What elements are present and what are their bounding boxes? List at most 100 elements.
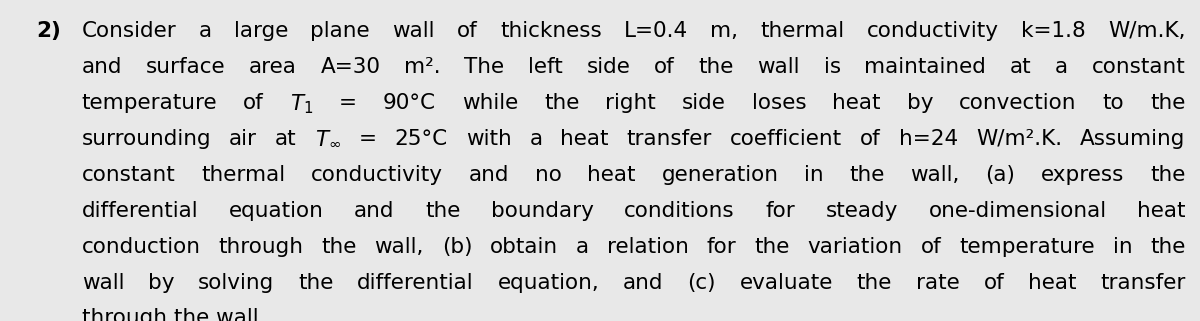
- Text: thermal: thermal: [761, 21, 845, 41]
- Text: of: of: [244, 93, 264, 113]
- Text: a: a: [529, 129, 542, 149]
- Text: the: the: [1151, 165, 1186, 185]
- Text: surrounding: surrounding: [82, 129, 211, 149]
- Text: for: for: [766, 201, 796, 221]
- Text: 25°C: 25°C: [395, 129, 448, 149]
- Text: 90°C: 90°C: [383, 93, 436, 113]
- Text: surface: surface: [145, 57, 226, 77]
- Text: plane: plane: [311, 21, 370, 41]
- Text: a: a: [1055, 57, 1068, 77]
- Text: and: and: [623, 273, 664, 292]
- Text: equation,: equation,: [498, 273, 599, 292]
- Text: heat: heat: [560, 129, 608, 149]
- Text: the: the: [857, 273, 892, 292]
- Text: and: and: [354, 201, 395, 221]
- Text: coefficient: coefficient: [730, 129, 842, 149]
- Text: wall,: wall,: [911, 165, 960, 185]
- Text: constant: constant: [1092, 57, 1186, 77]
- Text: for: for: [707, 237, 737, 256]
- Text: through: through: [218, 237, 304, 256]
- Text: in: in: [1112, 237, 1133, 256]
- Text: differential: differential: [358, 273, 474, 292]
- Text: generation: generation: [661, 165, 779, 185]
- Text: of: of: [860, 129, 881, 149]
- Text: at: at: [1010, 57, 1032, 77]
- Text: differential: differential: [82, 201, 198, 221]
- Text: m².: m².: [404, 57, 440, 77]
- Text: and: and: [82, 57, 122, 77]
- Text: area: area: [248, 57, 296, 77]
- Text: of: of: [920, 237, 942, 256]
- Text: by: by: [907, 93, 934, 113]
- Text: side: side: [682, 93, 726, 113]
- Text: steady: steady: [826, 201, 898, 221]
- Text: h=24: h=24: [899, 129, 959, 149]
- Text: the: the: [1151, 93, 1186, 113]
- Text: of: of: [984, 273, 1004, 292]
- Text: thickness: thickness: [500, 21, 601, 41]
- Text: one-dimensional: one-dimensional: [929, 201, 1106, 221]
- Text: W/m².K.: W/m².K.: [976, 129, 1062, 149]
- Text: loses: loses: [752, 93, 806, 113]
- Text: of: of: [457, 21, 478, 41]
- Text: relation: relation: [607, 237, 689, 256]
- Text: the: the: [298, 273, 334, 292]
- Text: conditions: conditions: [624, 201, 734, 221]
- Text: variation: variation: [808, 237, 902, 256]
- Text: conduction: conduction: [82, 237, 200, 256]
- Text: the: the: [850, 165, 884, 185]
- Text: equation: equation: [229, 201, 324, 221]
- Text: wall: wall: [757, 57, 800, 77]
- Text: temperature: temperature: [959, 237, 1094, 256]
- Text: temperature: temperature: [82, 93, 217, 113]
- Text: the: the: [698, 57, 733, 77]
- Text: rate: rate: [916, 273, 960, 292]
- Text: (a): (a): [985, 165, 1015, 185]
- Text: at: at: [275, 129, 296, 149]
- Text: wall: wall: [392, 21, 434, 41]
- Text: is: is: [823, 57, 841, 77]
- Text: solving: solving: [198, 273, 275, 292]
- Text: to: to: [1103, 93, 1124, 113]
- Text: the: the: [425, 201, 461, 221]
- Text: a: a: [576, 237, 589, 256]
- Text: heat: heat: [1028, 273, 1076, 292]
- Text: side: side: [587, 57, 630, 77]
- Text: =: =: [340, 93, 358, 113]
- Text: wall: wall: [82, 273, 124, 292]
- Text: Assuming: Assuming: [1080, 129, 1186, 149]
- Text: W/m.K,: W/m.K,: [1108, 21, 1186, 41]
- Text: with: with: [466, 129, 511, 149]
- Text: heat: heat: [833, 93, 881, 113]
- Text: =: =: [359, 129, 377, 149]
- Text: left: left: [528, 57, 563, 77]
- Text: heat: heat: [587, 165, 636, 185]
- Text: the: the: [1151, 237, 1186, 256]
- Text: conductivity: conductivity: [311, 165, 443, 185]
- Text: by: by: [148, 273, 174, 292]
- Text: L=0.4: L=0.4: [624, 21, 688, 41]
- Text: (c): (c): [688, 273, 716, 292]
- Text: constant: constant: [82, 165, 175, 185]
- Text: thermal: thermal: [202, 165, 286, 185]
- Text: obtain: obtain: [490, 237, 558, 256]
- Text: large: large: [234, 21, 288, 41]
- Text: maintained: maintained: [864, 57, 986, 77]
- Text: boundary: boundary: [491, 201, 594, 221]
- Text: in: in: [804, 165, 823, 185]
- Text: convection: convection: [959, 93, 1076, 113]
- Text: transfer: transfer: [626, 129, 713, 149]
- Text: air: air: [229, 129, 257, 149]
- Text: k=1.8: k=1.8: [1021, 21, 1086, 41]
- Text: of: of: [654, 57, 674, 77]
- Text: (b): (b): [442, 237, 473, 256]
- Text: the: the: [544, 93, 580, 113]
- Text: transfer: transfer: [1100, 273, 1186, 292]
- Text: 2): 2): [36, 21, 61, 41]
- Text: $T_1$: $T_1$: [290, 93, 313, 117]
- Text: $T_\infty$: $T_\infty$: [314, 129, 341, 149]
- Text: while: while: [462, 93, 518, 113]
- Text: heat: heat: [1138, 201, 1186, 221]
- Text: conductivity: conductivity: [866, 21, 998, 41]
- Text: The: The: [464, 57, 504, 77]
